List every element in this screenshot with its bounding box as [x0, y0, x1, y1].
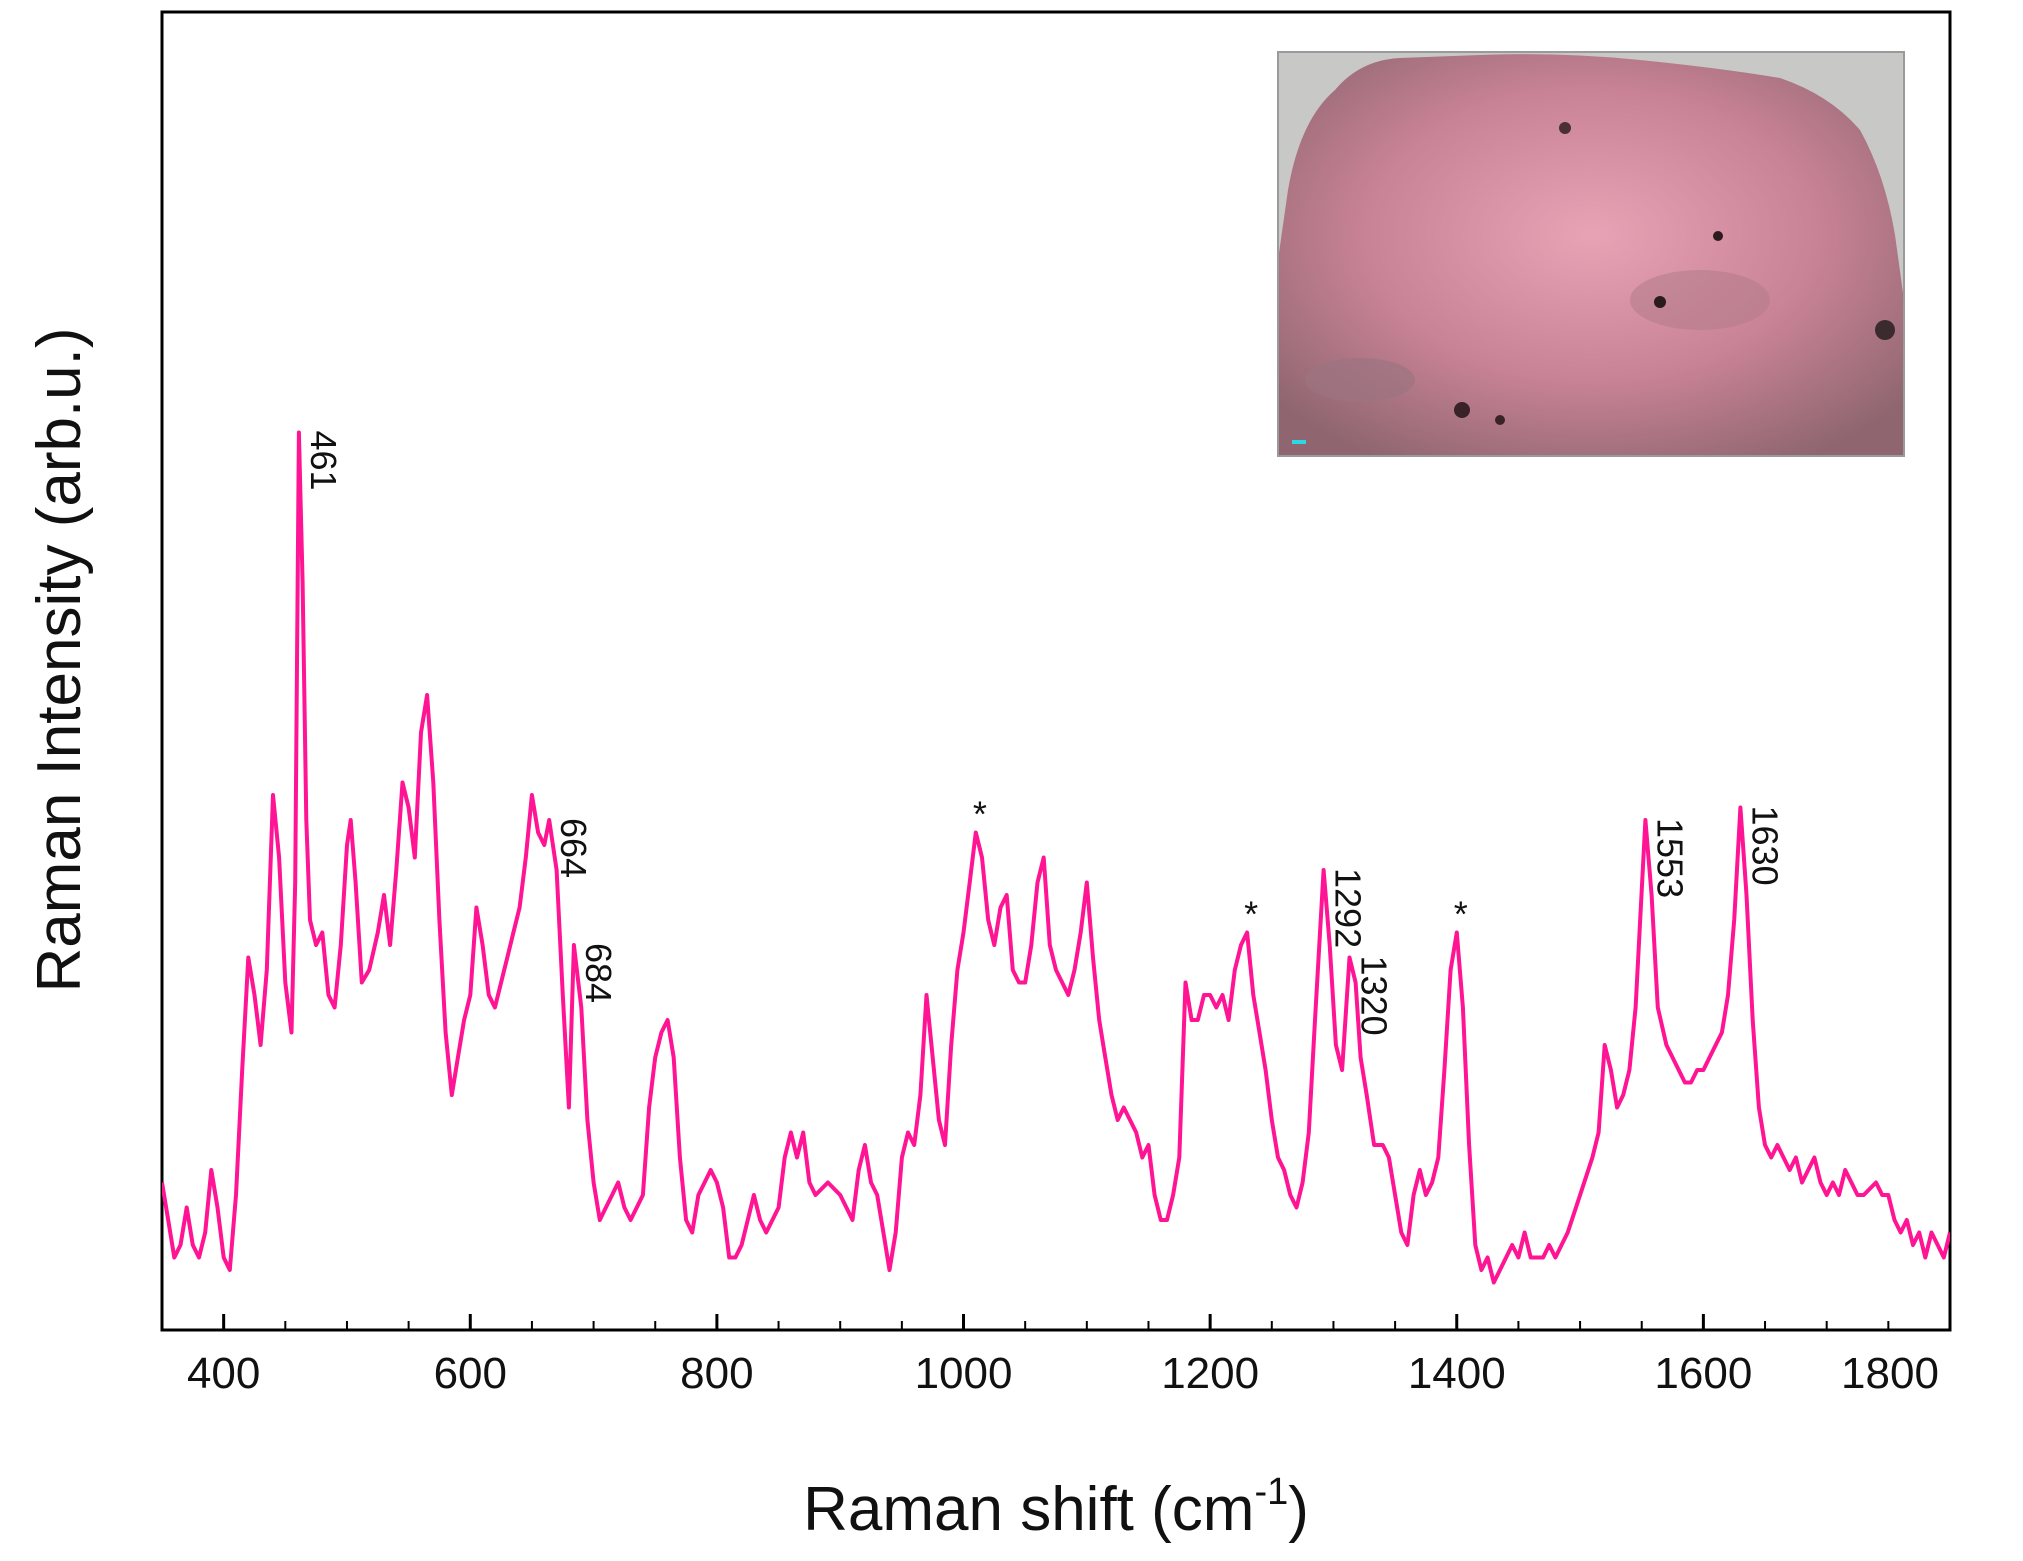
inset-micrograph — [1277, 51, 1905, 457]
peak-label: 1553 — [1649, 818, 1690, 898]
plot-frame — [160, 10, 1952, 1332]
inset-speck — [1713, 231, 1723, 241]
inset-dark-spot — [1630, 270, 1770, 330]
x-tick-label: 1000 — [915, 1349, 1013, 1398]
y-axis-title: Raman Intensity (arb.u.) — [25, 327, 94, 992]
x-tick-label: 1400 — [1408, 1349, 1506, 1398]
inset-speck — [1495, 415, 1505, 425]
peak-label: 1630 — [1744, 806, 1785, 886]
inset-speck — [1654, 296, 1666, 308]
x-tick-label: 400 — [187, 1349, 260, 1398]
peak-asterisk: * — [1244, 894, 1258, 935]
x-tick-label: 600 — [434, 1349, 507, 1398]
peak-asterisk: * — [1454, 894, 1468, 935]
spectrum-line — [162, 430, 1950, 1285]
inset-scale-bar — [1292, 440, 1306, 444]
peak-asterisk: * — [973, 794, 987, 835]
inset-sample-region — [1278, 54, 1904, 456]
x-axis-title-main: Raman shift (cm — [803, 1475, 1254, 1544]
spectrum-line-layer — [162, 430, 1950, 1285]
x-axis-ticks: 400 600 800 1000 1200 1400 1600 1800 — [161, 1314, 1952, 1398]
inset-border — [1277, 51, 1905, 457]
peak-annotations: 461 664 684 * * 1292 1320 * 1553 1630 — [303, 431, 1785, 1036]
x-tick-label: 1200 — [1161, 1349, 1259, 1398]
peak-label: 1292 — [1328, 868, 1369, 948]
inset-speck — [1559, 122, 1571, 134]
inset-dark-spot — [1305, 358, 1415, 402]
x-tick-label: 1600 — [1654, 1349, 1752, 1398]
peak-label: 664 — [553, 818, 594, 878]
inset-speck — [1875, 320, 1895, 340]
x-tick-label: 800 — [680, 1349, 753, 1398]
peak-label: 461 — [303, 431, 344, 491]
inset-speck — [1454, 402, 1470, 418]
peak-label: 684 — [578, 943, 619, 1003]
x-axis-title: Raman shift (cm-1) — [803, 1471, 1309, 1544]
x-axis-title-suffix: ) — [1288, 1475, 1309, 1544]
x-tick-label: 1800 — [1841, 1349, 1939, 1398]
peak-label: 1320 — [1353, 956, 1394, 1036]
x-axis-title-superscript: -1 — [1254, 1471, 1288, 1513]
